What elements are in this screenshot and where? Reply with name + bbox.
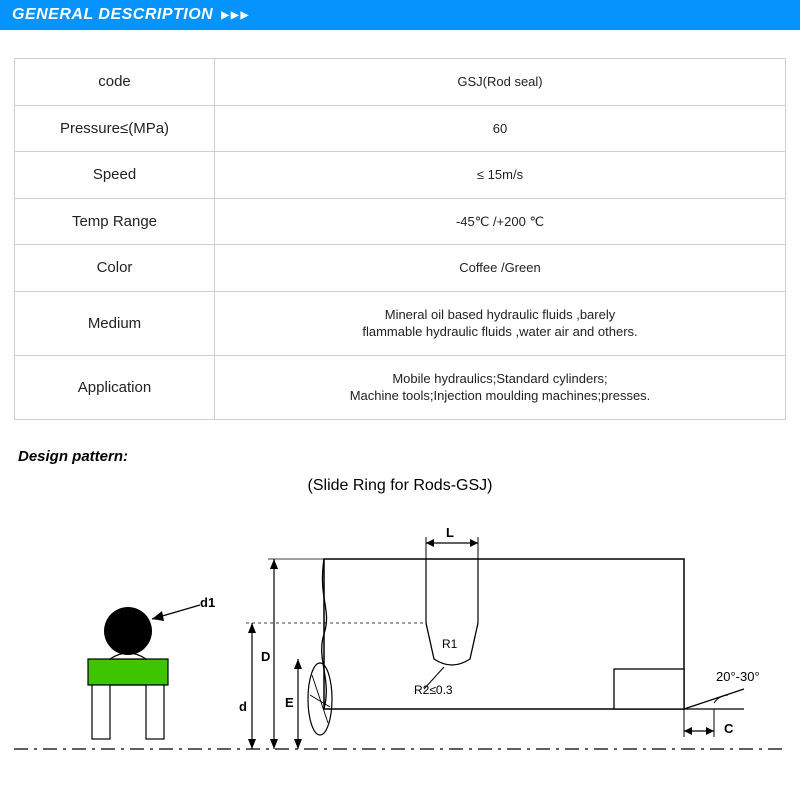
spec-value: ≤ 15m/s (215, 152, 786, 199)
spec-value: -45℃ /+200 ℃ (215, 198, 786, 245)
label-D: D (261, 649, 270, 664)
spec-label: Application (15, 355, 215, 419)
spec-label: Speed (15, 152, 215, 199)
label-d1: d1 (200, 595, 215, 610)
label-d-lower: d (239, 699, 247, 714)
spec-value: GSJ(Rod seal) (215, 59, 786, 106)
diagram-title: (Slide Ring for Rods-GSJ) (14, 477, 786, 495)
label-E: E (285, 695, 294, 710)
header-arrows-icon: ▶▶▶ (221, 10, 250, 21)
spec-value: Mobile hydraulics;Standard cylinders;Mac… (215, 355, 786, 419)
content-area: codeGSJ(Rod seal)Pressure≤(MPa)60Speed≤ … (0, 30, 800, 789)
design-pattern-label: Design pattern: (18, 448, 786, 465)
table-row: ColorCoffee /Green (15, 245, 786, 292)
technical-diagram: d1 L R1 R2≤0.3 D d E 20°-30° C (14, 499, 786, 779)
spec-value: Coffee /Green (215, 245, 786, 292)
table-row: MediumMineral oil based hydraulic fluids… (15, 291, 786, 355)
spec-label: code (15, 59, 215, 106)
spec-label: Color (15, 245, 215, 292)
header-title: GENERAL DESCRIPTION (12, 6, 213, 24)
label-R2: R2≤0.3 (414, 683, 453, 697)
spec-value: Mineral oil based hydraulic fluids ,bare… (215, 291, 786, 355)
label-L: L (446, 525, 454, 540)
spec-label: Pressure≤(MPa) (15, 105, 215, 152)
table-row: Temp Range-45℃ /+200 ℃ (15, 198, 786, 245)
label-C: C (724, 721, 733, 736)
spec-label: Medium (15, 291, 215, 355)
label-R1: R1 (442, 637, 457, 651)
table-row: codeGSJ(Rod seal) (15, 59, 786, 106)
header-bar: GENERAL DESCRIPTION ▶▶▶ (0, 0, 800, 30)
spec-table: codeGSJ(Rod seal)Pressure≤(MPa)60Speed≤ … (14, 58, 786, 420)
table-row: Speed≤ 15m/s (15, 152, 786, 199)
table-row: ApplicationMobile hydraulics;Standard cy… (15, 355, 786, 419)
table-row: Pressure≤(MPa)60 (15, 105, 786, 152)
spec-label: Temp Range (15, 198, 215, 245)
spec-value: 60 (215, 105, 786, 152)
label-angle: 20°-30° (716, 669, 760, 684)
